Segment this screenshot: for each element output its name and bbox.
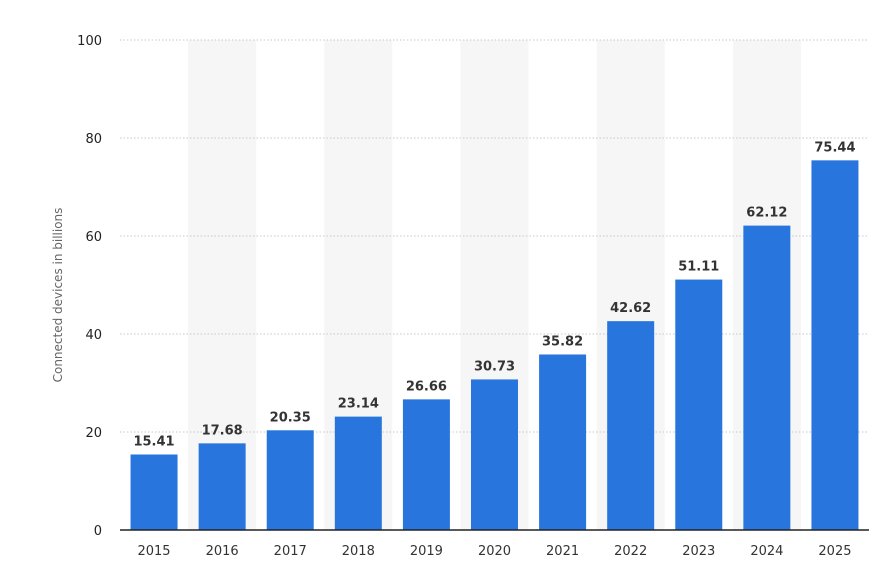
data-label: 35.82 bbox=[542, 334, 583, 349]
y-tick-label: 80 bbox=[85, 132, 102, 147]
data-label: 51.11 bbox=[678, 260, 719, 275]
bar[interactable] bbox=[471, 379, 518, 530]
x-tick-label: 2017 bbox=[274, 544, 307, 559]
y-axis-label: Connected devices in billions bbox=[51, 208, 65, 383]
x-tick-label: 2023 bbox=[682, 544, 715, 559]
bar[interactable] bbox=[266, 430, 314, 530]
x-tick-label: 2021 bbox=[546, 544, 579, 559]
y-tick-label: 40 bbox=[85, 328, 102, 343]
data-label: 17.68 bbox=[202, 423, 243, 438]
x-tick-label: 2019 bbox=[410, 544, 443, 559]
bar[interactable] bbox=[130, 454, 178, 530]
y-tick-label: 20 bbox=[85, 426, 102, 441]
data-label: 23.14 bbox=[338, 397, 379, 412]
y-axis-ticks: 0 20 40 60 80 100 bbox=[77, 34, 102, 539]
y-tick-label: 60 bbox=[85, 230, 102, 245]
bar[interactable] bbox=[607, 321, 655, 530]
bar[interactable] bbox=[811, 160, 859, 530]
bars bbox=[130, 160, 859, 530]
x-tick-label: 2024 bbox=[750, 544, 783, 559]
y-tick-label: 100 bbox=[77, 34, 102, 49]
data-label: 42.62 bbox=[610, 301, 651, 316]
x-tick-label: 2020 bbox=[478, 544, 511, 559]
data-label: 15.41 bbox=[133, 434, 174, 449]
x-tick-label: 2018 bbox=[342, 544, 375, 559]
x-tick-label: 2016 bbox=[206, 544, 239, 559]
y-tick-label: 0 bbox=[94, 524, 102, 539]
bar[interactable] bbox=[743, 225, 791, 530]
bar[interactable] bbox=[402, 399, 450, 530]
x-axis-ticks: 2015 2016 2017 2018 2019 2020 2021 2022 2023 2024… bbox=[137, 544, 851, 559]
bar[interactable] bbox=[198, 443, 246, 530]
x-tick-label: 2015 bbox=[137, 544, 170, 559]
data-label: 62.12 bbox=[746, 206, 787, 221]
bar[interactable] bbox=[539, 354, 587, 530]
bar[interactable] bbox=[334, 416, 382, 530]
x-tick-label: 2022 bbox=[614, 544, 647, 559]
bar[interactable] bbox=[675, 279, 723, 530]
data-label: 26.66 bbox=[406, 379, 447, 394]
data-label: 30.73 bbox=[474, 359, 515, 374]
data-label: 20.35 bbox=[270, 410, 311, 425]
data-label: 75.44 bbox=[814, 140, 855, 155]
x-tick-label: 2025 bbox=[818, 544, 851, 559]
data-labels: 15.41 17.68 20.35 23.14 26.66 30.73 35.82 42.62… bbox=[133, 140, 855, 449]
